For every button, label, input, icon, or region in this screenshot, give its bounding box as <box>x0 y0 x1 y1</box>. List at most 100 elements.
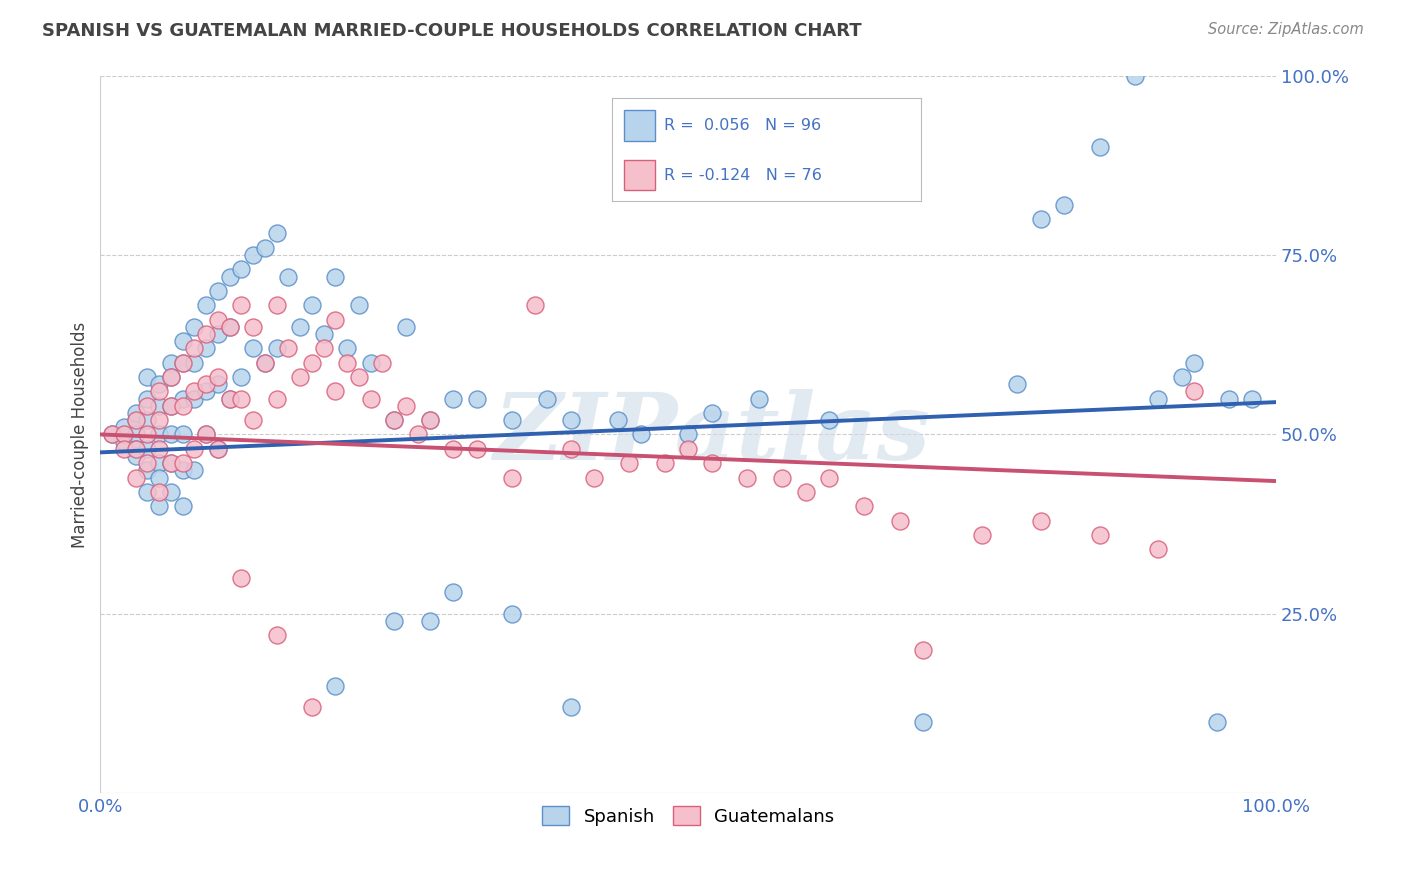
Point <box>700 406 723 420</box>
Point <box>172 392 194 406</box>
Point <box>124 470 146 484</box>
Point <box>124 427 146 442</box>
Point <box>124 442 146 456</box>
Point <box>207 326 229 341</box>
Point <box>266 298 288 312</box>
Point <box>1182 384 1205 399</box>
Point <box>160 370 183 384</box>
Point <box>853 500 876 514</box>
Point <box>148 470 170 484</box>
Point <box>465 392 488 406</box>
Point <box>195 427 218 442</box>
Point <box>112 442 135 456</box>
Point <box>418 413 440 427</box>
Point <box>124 406 146 420</box>
Point <box>360 356 382 370</box>
Point <box>112 420 135 434</box>
Point <box>195 341 218 355</box>
Point <box>160 456 183 470</box>
Point <box>818 413 841 427</box>
Point <box>748 392 770 406</box>
Text: ZIPatlas: ZIPatlas <box>494 390 931 479</box>
Text: SPANISH VS GUATEMALAN MARRIED-COUPLE HOUSEHOLDS CORRELATION CHART: SPANISH VS GUATEMALAN MARRIED-COUPLE HOU… <box>42 22 862 40</box>
Point <box>218 392 240 406</box>
Point <box>218 392 240 406</box>
Point <box>347 370 370 384</box>
Point <box>325 312 347 326</box>
Point <box>207 442 229 456</box>
Point <box>1088 528 1111 542</box>
Point <box>301 298 323 312</box>
Point <box>253 241 276 255</box>
Point <box>112 434 135 449</box>
Point <box>382 614 405 628</box>
Point <box>112 427 135 442</box>
Point <box>148 442 170 456</box>
Point <box>136 427 159 442</box>
Point <box>124 442 146 456</box>
Point <box>207 312 229 326</box>
Point <box>183 319 205 334</box>
Point <box>148 427 170 442</box>
Point <box>148 399 170 413</box>
Point <box>277 269 299 284</box>
Point <box>172 427 194 442</box>
Point <box>160 356 183 370</box>
Point <box>231 262 253 277</box>
Point <box>195 427 218 442</box>
Point <box>136 456 159 470</box>
Point <box>1206 714 1229 729</box>
Point <box>382 413 405 427</box>
Point <box>124 413 146 427</box>
Point <box>195 377 218 392</box>
Point <box>253 356 276 370</box>
Point <box>441 442 464 456</box>
Point <box>1053 198 1076 212</box>
Point <box>912 642 935 657</box>
Point <box>183 356 205 370</box>
Point <box>124 449 146 463</box>
Point <box>195 384 218 399</box>
Point <box>794 484 817 499</box>
Point <box>536 392 558 406</box>
Point <box>148 384 170 399</box>
Point <box>172 356 194 370</box>
Point <box>336 356 359 370</box>
Point <box>560 700 582 714</box>
Point <box>382 413 405 427</box>
Point <box>218 319 240 334</box>
Point <box>136 463 159 477</box>
Point <box>148 484 170 499</box>
Point <box>136 484 159 499</box>
Point <box>242 413 264 427</box>
Point <box>418 413 440 427</box>
Point <box>172 356 194 370</box>
Point <box>465 442 488 456</box>
Point <box>160 427 183 442</box>
Point <box>441 392 464 406</box>
Point <box>395 319 418 334</box>
Point <box>312 326 335 341</box>
Point <box>524 298 547 312</box>
Point <box>148 413 170 427</box>
Point <box>231 392 253 406</box>
Point <box>1088 140 1111 154</box>
Point <box>266 341 288 355</box>
Point <box>1147 392 1170 406</box>
Text: R = -0.124   N = 76: R = -0.124 N = 76 <box>664 168 823 183</box>
Point <box>195 326 218 341</box>
Point <box>207 442 229 456</box>
Point <box>124 413 146 427</box>
Point <box>242 319 264 334</box>
Point <box>1171 370 1194 384</box>
Point <box>183 341 205 355</box>
Point <box>207 377 229 392</box>
Point <box>1218 392 1240 406</box>
Point <box>160 370 183 384</box>
Point <box>160 456 183 470</box>
Point <box>218 269 240 284</box>
Point <box>136 392 159 406</box>
Point <box>277 341 299 355</box>
Point <box>818 470 841 484</box>
Point <box>501 413 523 427</box>
